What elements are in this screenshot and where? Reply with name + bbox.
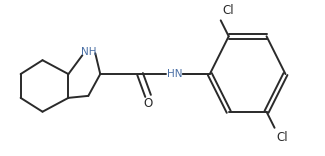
Text: NH: NH	[81, 47, 96, 57]
Text: O: O	[143, 97, 153, 110]
Text: HN: HN	[167, 69, 183, 79]
Text: Cl: Cl	[277, 131, 288, 144]
Text: Cl: Cl	[223, 4, 234, 17]
